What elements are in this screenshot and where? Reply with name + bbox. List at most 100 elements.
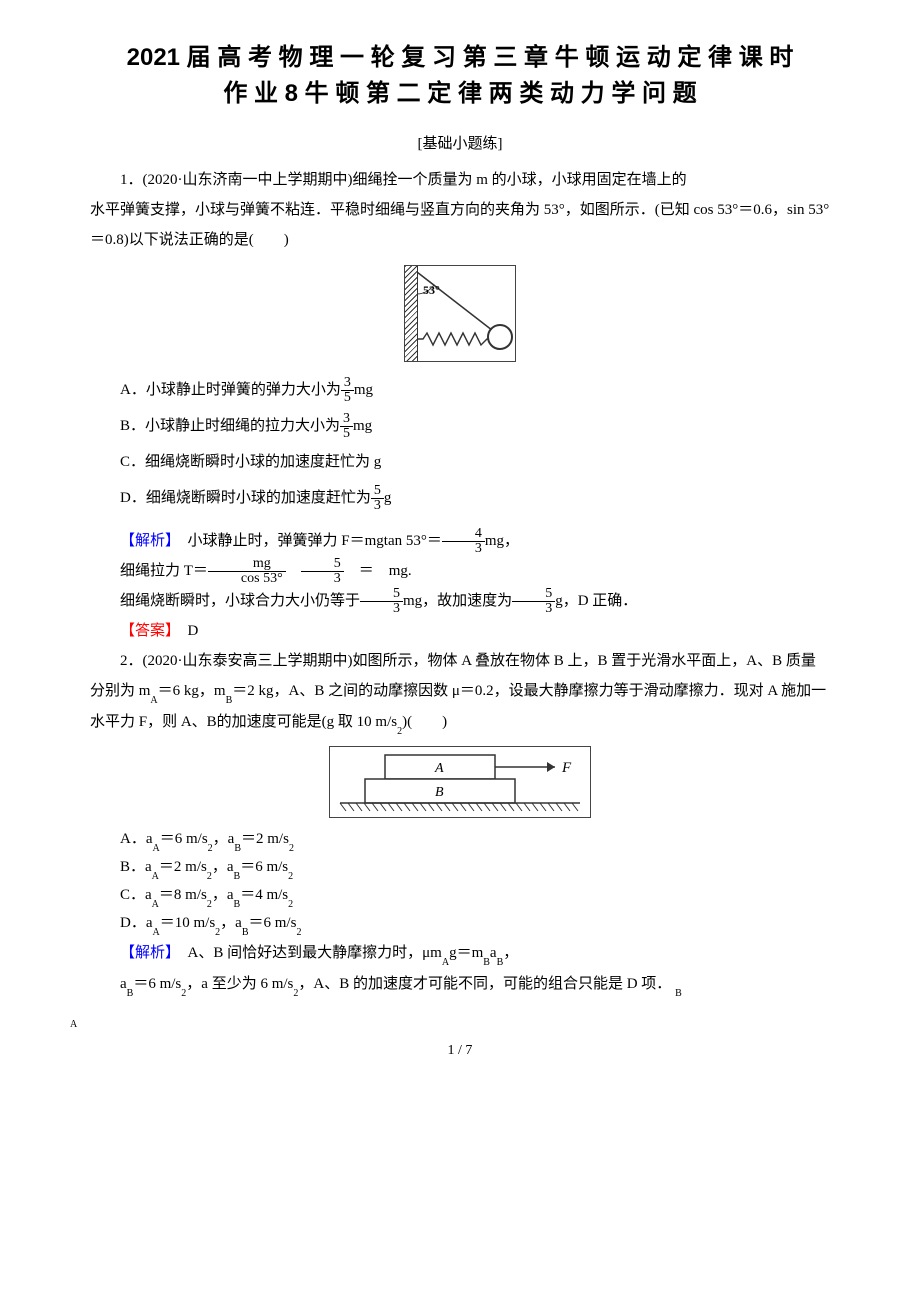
opt-text: A．a [120,831,153,847]
q2-option-a: A．aA＝6 m/s2，aB＝2 m/s2 [120,826,830,854]
fraction-4-3: 43 [442,527,485,556]
subscript: A [152,899,159,910]
page-title: 2021 届 高 考 物 理 一 轮 复 习 第 三 章 牛 顿 运 动 定 律… [90,40,830,112]
subscript: B [127,988,134,999]
subscript: A [153,927,160,938]
opt-text: ＝8 m/s [159,887,207,903]
opt-text: ＝6 m/s [240,859,288,875]
opt-text: ＝10 m/s [160,915,215,931]
sol-text: g，D 正确． [555,593,637,609]
sol-text: ＝ [359,563,374,579]
solution-label: 【解析】 [120,945,173,961]
solution-1-line-3: 细绳烧断瞬时，小球合力大小仍等于53mg，故加速度为53g，D 正确． [90,586,830,616]
subscript: 2 [181,988,186,999]
block-b-label: B [435,785,444,800]
subscript: 2 [397,726,402,737]
sol-text: mg， [485,533,519,549]
sol-text: ，a 至少为 6 m/s [186,976,293,992]
subscript: B [675,988,682,999]
q2-text: 2．(2020·山东泰安高三上学期期中)如图所示，物体 A 叠放在物体 B 上，… [90,646,830,738]
opt-text: mg [354,382,373,398]
subscript: B [226,695,233,706]
subscript: 2 [296,927,301,938]
subscript: A [152,871,159,882]
q2-option-b: B．aA＝2 m/s2，aB＝6 m/s2 [120,854,830,882]
answer-label: 【答案】 [120,623,173,639]
sol-text: mg. [389,563,412,579]
opt-text: ＝2 m/s [241,831,289,847]
sol-text: a [490,945,497,961]
subscript: 2 [289,843,294,854]
sol-text: ＝6 m/s [133,976,181,992]
q2-option-d: D．aA＝10 m/s2，aB＝6 m/s2 [120,910,830,938]
opt-text: ＝4 m/s [240,887,288,903]
opt-text: C．a [120,887,152,903]
subscript: 2 [293,988,298,999]
subscript: A [153,843,160,854]
section-subtitle: [基础小题练] [90,132,830,153]
sol-text: 小球静止时，弹簧弹力 F＝mgtan 53°＝ [173,533,442,549]
ball-icon [487,324,513,350]
ground-hatch [340,803,580,811]
page-number: 1 / 7 [90,1043,830,1059]
subscript: 2 [215,927,220,938]
fraction-5-3: 53 [371,484,384,513]
solution-1-line-1: 【解析】 小球静止时，弹簧弹力 F＝mgtan 53°＝43mg， [90,526,830,556]
document-page: 2021 届 高 考 物 理 一 轮 复 习 第 三 章 牛 顿 运 动 定 律… [0,0,920,1302]
subscript: B [242,927,249,938]
opt-text: ＝6 m/s [160,831,208,847]
subscript: A [442,957,449,968]
opt-text: A．小球静止时弹簧的弹力大小为 [120,382,341,398]
force-label: F [561,760,572,776]
fraction-5-3: 53 [360,587,403,616]
title-line-1: 2021 届 高 考 物 理 一 轮 复 习 第 三 章 牛 顿 运 动 定 律… [127,44,794,71]
solution-2-line-2: aB＝6 m/s2，a 至少为 6 m/s2，A、B 的加速度才可能不同，可能的… [90,969,830,1031]
subscript: B [234,871,241,882]
subscript: 2 [207,899,212,910]
opt-text: ，a [213,831,235,847]
figure-1: 53° [404,265,516,362]
subscript: A [150,695,157,706]
sol-text: ，A、B 的加速度才可能不同，可能的组合只能是 D 项． [298,976,675,992]
fraction-mg-cos: mgcos 53° [208,557,286,586]
subscript: A [70,1019,77,1030]
solution-1-line-2: 细绳拉力 T＝mgcos 53° 53 ＝ mg. [90,556,830,586]
fraction-3-5: 35 [340,412,353,441]
subscript: B [483,957,490,968]
opt-text: ＝6 m/s [249,915,297,931]
opt-text: D．a [120,915,153,931]
opt-text: ，a [212,859,234,875]
opt-text: ，a [212,887,234,903]
subscript: 2 [288,899,293,910]
q2-text-part: )( ) [402,714,447,730]
sol-text: mg，故加速度为 [403,593,512,609]
answer-1: 【答案】 D [90,616,830,646]
fraction-5-3: 53 [301,557,344,586]
sol-text: 细绳烧断瞬时，小球合力大小仍等于 [120,593,360,609]
block-a-label: A [434,761,444,776]
subscript: 2 [207,871,212,882]
solution-label: 【解析】 [120,533,173,549]
q2-option-c: C．aA＝8 m/s2，aB＝4 m/s2 [120,882,830,910]
q1-option-b: B．小球静止时细绳的拉力大小为35mg [120,408,830,444]
q1-text-line2: 水平弹簧支撑，小球与弹簧不粘连．平稳时细绳与竖直方向的夹角为 53°，如图所示．… [90,195,830,255]
q1-text-line1: 1．(2020·山东济南一中上学期期中)细绳拴一个质量为 m 的小球，小球用固定… [90,165,830,195]
spacer [90,516,830,526]
angle-label: 53° [423,283,440,297]
subscript: B [497,957,504,968]
sol-text: A、B 间恰好达到最大静摩擦力时，μm [173,945,442,961]
sol-text: 细绳拉力 T＝ [120,563,208,579]
opt-text: g [384,490,392,506]
subscript: 2 [288,871,293,882]
sol-text: g＝m [449,945,483,961]
opt-text: B．小球静止时细绳的拉力大小为 [120,418,340,434]
q1-option-d: D．细绳烧断瞬时小球的加速度赶忙为53g [120,480,830,516]
q1-option-c: C．细绳烧断瞬时小球的加速度赶忙为 g [120,444,830,480]
subscript: B [234,899,241,910]
q2-text-part: ＝6 kg，m [158,683,226,699]
opt-text: B．a [120,859,152,875]
q1-option-a: A．小球静止时弹簧的弹力大小为35mg [120,372,830,408]
sol-text: a [120,976,127,992]
solution-2-line-1: 【解析】 A、B 间恰好达到最大静摩擦力时，μmAg＝mBaB， [90,938,830,969]
title-line-2: 作 业 8 牛 顿 第 二 定 律 两 类 动 力 学 问 题 [223,80,696,107]
